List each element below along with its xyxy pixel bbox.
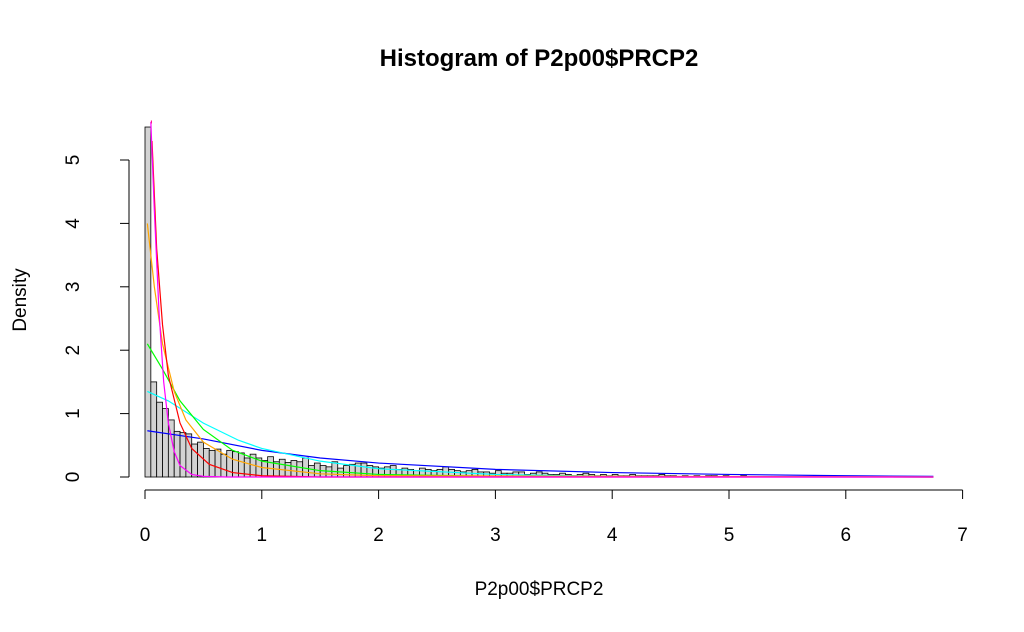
histogram-bar — [267, 456, 274, 478]
density-curve — [151, 140, 934, 478]
y-tick-label: 1 — [63, 408, 84, 419]
x-tick-label: 4 — [607, 525, 618, 546]
x-axis: 0 1 2 3 4 5 6 7 — [140, 489, 968, 546]
histogram-bar — [278, 458, 286, 478]
x-tick-label: 6 — [841, 525, 852, 546]
x-tick-label: 5 — [724, 525, 735, 546]
x-tick-label: 2 — [373, 525, 384, 546]
histogram-bar — [144, 126, 152, 478]
histogram-bar — [197, 441, 204, 478]
histogram-bar — [226, 449, 233, 478]
histogram-bar — [308, 465, 315, 478]
y-tick-label: 0 — [63, 472, 84, 483]
x-axis-label: P2p00$PRCP2 — [475, 579, 604, 600]
y-tick-label: 4 — [63, 218, 84, 229]
histogram-bar — [208, 449, 216, 478]
y-tick-label: 3 — [63, 282, 84, 293]
x-ticks: 0 1 2 3 4 5 6 7 — [140, 490, 968, 546]
density-curve — [150, 121, 934, 478]
histogram-bar — [156, 401, 163, 478]
histogram-bar — [290, 460, 298, 478]
y-tick-label: 2 — [63, 345, 84, 356]
histogram-bar — [261, 460, 269, 478]
x-tick-label: 3 — [490, 525, 501, 546]
density-curve — [147, 430, 934, 477]
histogram-bar — [214, 448, 222, 478]
x-tick-label: 1 — [257, 525, 268, 546]
y-axis-label: Density — [10, 268, 31, 332]
chart-title: Histogram of P2p00$PRCP2 — [380, 45, 699, 72]
histogram-bar — [296, 461, 304, 478]
histogram-bars — [144, 126, 747, 478]
density-curve — [146, 343, 934, 478]
y-tick-label: 5 — [63, 155, 84, 166]
y-ticks: 0 1 2 3 4 5 — [63, 155, 129, 483]
density-curve — [147, 390, 934, 478]
histogram-bar — [220, 453, 228, 478]
x-tick-label: 7 — [957, 525, 968, 546]
x-tick-label: 0 — [140, 525, 151, 546]
density-curve — [146, 223, 934, 478]
histogram-bar — [179, 432, 187, 478]
histogram-bar — [150, 381, 158, 478]
y-axis: 0 1 2 3 4 5 — [63, 155, 130, 483]
density-curves — [146, 120, 934, 478]
